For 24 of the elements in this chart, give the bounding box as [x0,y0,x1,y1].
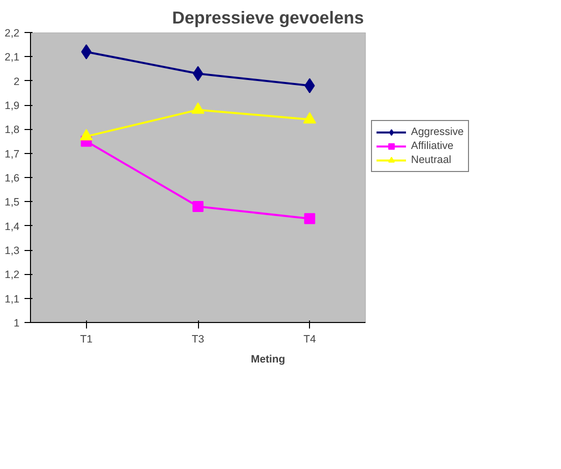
x-tick-label: T3 [192,334,204,346]
chart-title: Depressieve gevoelens [172,8,364,28]
y-tick-label: 2 [14,76,20,88]
point [192,66,204,82]
x-axis-title: Meting [250,354,286,366]
y-tick-label: 1,6 [4,172,20,184]
y-tick-label: 1,3 [4,245,20,257]
legend-label: Aggressive [411,125,464,139]
y-tick-label: 1,9 [4,100,20,112]
y-tick-label: 1 [14,318,20,330]
y-tick-label: 1,7 [4,148,20,160]
x-tick-label: T1 [80,334,93,346]
x-tick-label: T4 [303,334,316,346]
point [304,213,316,224]
legend-label: Affiliative [411,139,454,153]
y-tick-label: 2,2 [4,28,20,40]
y-tick-label: 1,1 [4,293,20,306]
y-tick-label: 2,1 [4,52,20,64]
y-tick-label: 1,8 [4,124,20,136]
y-tick-label: 1,5 [4,196,20,209]
legend-label: Neutraal [411,153,452,167]
y-tick-label: 1,2 [4,269,20,282]
point [192,201,204,212]
y-tick-label: 1,4 [4,220,20,233]
